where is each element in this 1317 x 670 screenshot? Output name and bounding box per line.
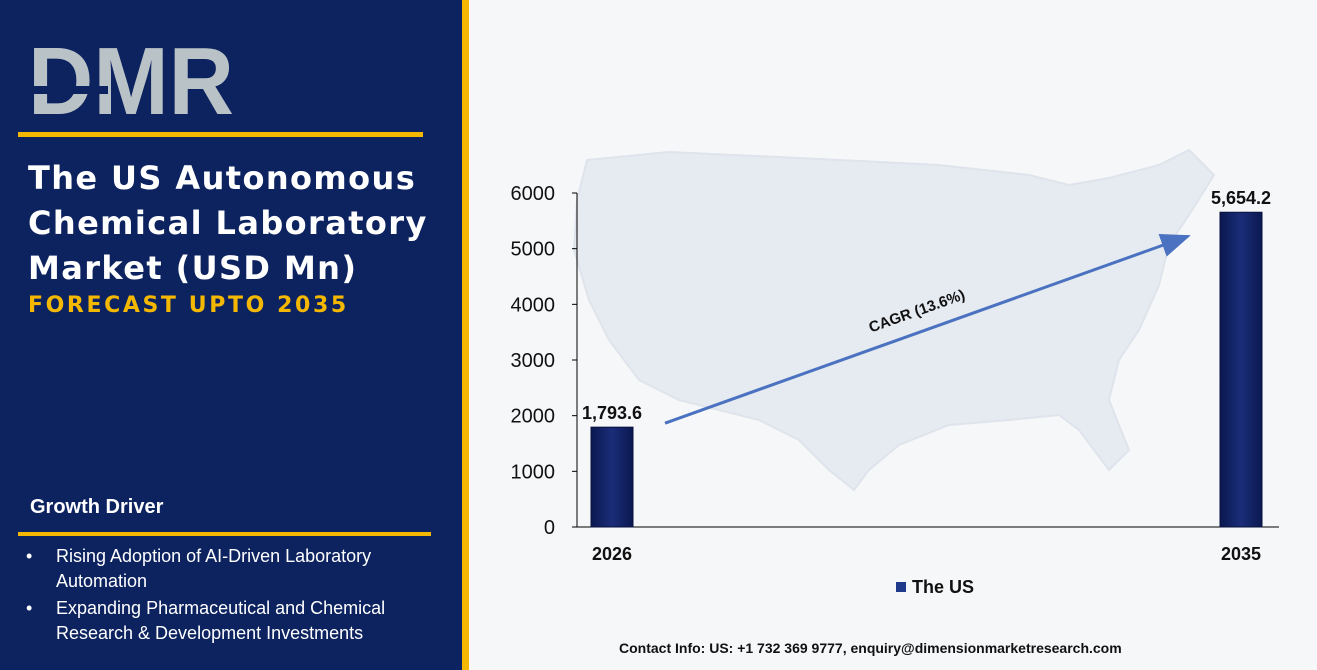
- data-label-2026: 1,793.6: [582, 403, 642, 423]
- logo-stripe: [28, 86, 108, 94]
- dmr-logo: DMR: [28, 38, 234, 120]
- chart-legend: The US: [896, 577, 974, 597]
- chart-panel: 0 1000 2000 3000 4000 5000 6000 1,793.6 2026 5,6…: [469, 0, 1317, 670]
- legend-swatch: [896, 582, 906, 592]
- bar-2035: [1219, 211, 1263, 528]
- y-tick-label: 3000: [511, 350, 556, 372]
- y-tick-label: 5000: [511, 239, 556, 261]
- y-tick-label: 1000: [511, 461, 556, 483]
- y-tick-label: 6000: [511, 183, 556, 205]
- y-tick-label: 2000: [511, 406, 556, 428]
- bar-2026: [590, 426, 634, 528]
- page-title: The US Autonomous Chemical Laboratory Ma…: [28, 159, 428, 287]
- growth-driver-divider: [18, 532, 431, 536]
- accent-divider: [18, 132, 423, 137]
- data-label-2035: 5,654.2: [1211, 188, 1271, 208]
- gold-separator: [462, 0, 469, 670]
- x-tick-label-2026: 2026: [592, 544, 632, 564]
- x-tick-label-2035: 2035: [1221, 544, 1261, 564]
- legend-label: The US: [912, 577, 974, 597]
- growth-driver-heading: Growth Driver: [30, 496, 164, 518]
- contact-info: Contact Info: US: +1 732 369 9777, enqui…: [619, 640, 1122, 656]
- bar-chart: 0 1000 2000 3000 4000 5000 6000 1,793.6 2026 5,6…: [511, 148, 1279, 597]
- y-tick-label: 4000: [511, 294, 556, 316]
- page-subtitle: FORECAST UPTO 2035: [28, 293, 349, 318]
- growth-driver-item: • Expanding Pharmaceutical and Chemical R…: [26, 598, 386, 643]
- bullet-icon: •: [26, 598, 33, 618]
- logo-text: DMR: [28, 38, 234, 120]
- growth-driver-item: • Rising Adoption of AI-Driven Laboratory…: [26, 546, 372, 591]
- y-tick-label: 0: [544, 517, 555, 539]
- growth-driver-list: • Rising Adoption of AI-Driven Laboratory…: [26, 544, 436, 646]
- cagr-arrow: [664, 234, 1191, 425]
- bullet-icon: •: [26, 546, 33, 566]
- left-panel: DMR The US Autonomous Chemical Laborator…: [0, 0, 462, 670]
- us-map-background: [572, 148, 1216, 492]
